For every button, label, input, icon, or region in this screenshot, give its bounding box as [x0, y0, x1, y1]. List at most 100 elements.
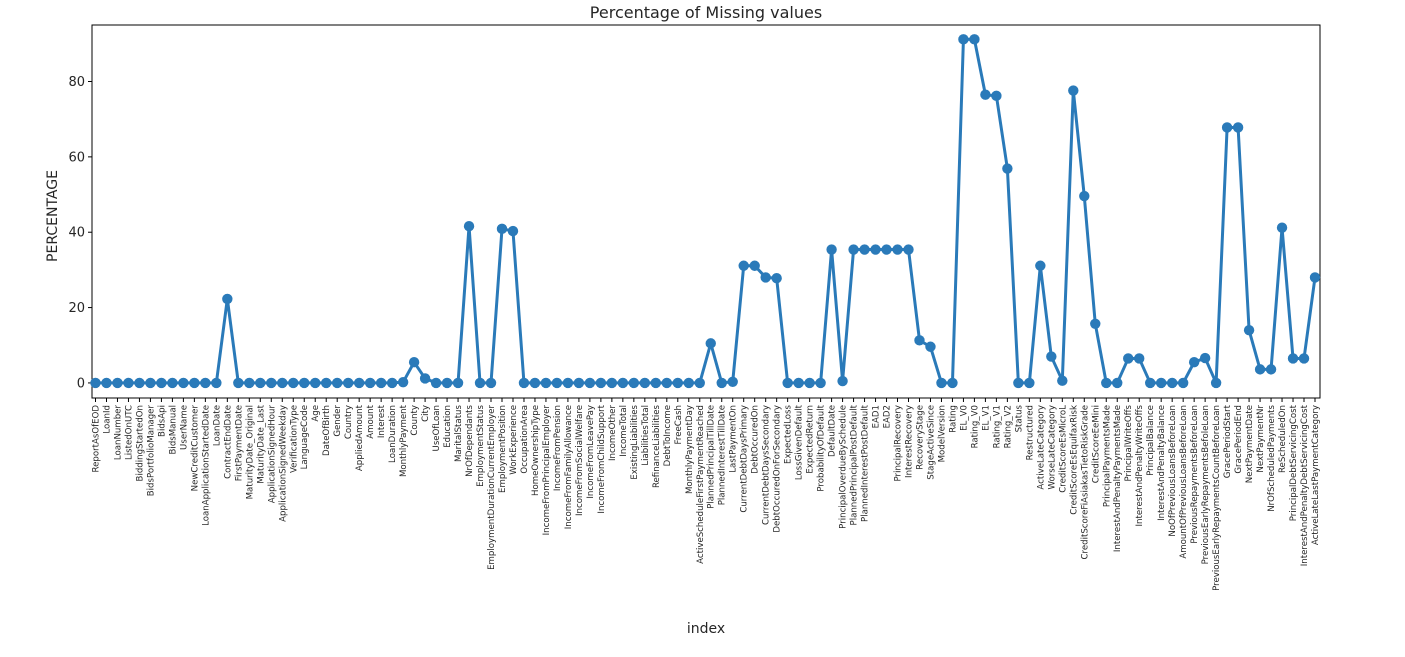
x-tick-label: BidsManual: [168, 405, 178, 454]
x-tick-label: LanguageCode: [300, 405, 310, 469]
data-point: [178, 377, 189, 389]
x-tick-label: PreviousEarlyRepaymentsCountBeforeLoan: [1212, 405, 1222, 591]
x-tick-label: NextPaymentNr: [1256, 405, 1266, 473]
x-tick-label: ExistingLiabilities: [630, 404, 640, 479]
x-tick-label: OccupationArea: [520, 405, 530, 474]
data-point: [584, 377, 596, 389]
x-tick-label: MaturityDate_Original: [245, 405, 255, 499]
x-tick-label: InterestAndPenaltyBalance: [1157, 405, 1167, 521]
data-point: [1079, 190, 1090, 202]
data-point: [1199, 352, 1211, 364]
data-point: [452, 377, 464, 389]
data-point: [1134, 353, 1145, 364]
data-point: [375, 377, 387, 389]
x-tick-label: UserName: [179, 405, 189, 450]
x-tick-label: EmploymentStatus: [476, 404, 486, 486]
x-tick-label: WorkExperience: [509, 405, 519, 475]
x-tick-label: HomeOwnershipType: [531, 405, 541, 496]
x-tick-label: DebtOccuredOn: [751, 405, 761, 474]
data-point: [364, 377, 376, 389]
x-tick-label: IncomeFromSocialWelfare: [575, 405, 585, 516]
x-tick-label: EAD2: [883, 405, 893, 428]
data-point: [650, 377, 662, 389]
data-point: [694, 377, 705, 389]
x-tick-label: RefinanceLiabilities: [652, 404, 662, 488]
x-tick-label: StageActiveSince: [926, 405, 936, 480]
x-tick-label: PreviousRepaymentsBeforeLoan: [1190, 405, 1200, 544]
data-point: [90, 377, 101, 389]
x-tick-label: LoanNumber: [113, 405, 123, 461]
x-tick-label: Rating_V2: [1003, 405, 1013, 448]
data-point: [299, 377, 310, 389]
x-tick-label: PrincipalWriteOffs: [1124, 404, 1134, 481]
data-point: [1068, 85, 1079, 96]
data-point: [518, 377, 530, 389]
data-point: [1013, 377, 1024, 389]
data-point: [112, 377, 123, 389]
x-tick-label: MaritalStatus: [454, 404, 464, 462]
data-point: [947, 377, 958, 389]
data-point: [1166, 377, 1178, 389]
x-tick-label: MaturityDate_Last: [256, 404, 266, 483]
x-tick-label: LiabilitiesTotal: [641, 405, 651, 466]
x-tick-label: InterestAndPenaltyPaymentsMade: [1113, 405, 1123, 552]
data-point: [551, 377, 563, 389]
x-tick-label: Country: [344, 405, 354, 439]
x-axis-label: index: [687, 621, 725, 637]
data-point: [134, 377, 145, 389]
data-point: [639, 377, 651, 389]
x-tick-label: BidsPortfolioManager: [146, 405, 156, 497]
x-tick-label: PlannedInterestTillDate: [718, 405, 728, 505]
data-point: [859, 244, 870, 255]
x-tick-label: IncomeTotal: [619, 405, 629, 457]
x-tick-label: EL_V1: [981, 405, 991, 431]
data-point: [211, 377, 222, 389]
data-point: [1002, 163, 1013, 174]
x-tick-label: PrincipalRecovery: [894, 405, 904, 481]
data-point: [255, 377, 266, 389]
data-point: [1057, 375, 1068, 386]
x-tick-label: BiddingStartedOn: [135, 405, 145, 481]
x-tick-label: VerificationType: [289, 405, 299, 473]
x-tick-label: NrOfDependants: [465, 404, 475, 476]
data-point: [1210, 377, 1222, 389]
data-point: [562, 377, 574, 389]
x-tick-label: PlannedInterestPostDefault: [861, 404, 871, 522]
x-tick-label: ApplicationSignedWeekday: [278, 405, 288, 522]
data-point: [1188, 357, 1200, 368]
data-point: [870, 244, 881, 255]
data-point: [167, 377, 178, 389]
data-point: [683, 377, 694, 389]
x-tick-label: CurrentDebtDaysSecondary: [762, 405, 772, 525]
x-tick-label: ExpectedLoss: [784, 404, 794, 463]
x-tick-label: LastPaymentOn: [729, 405, 739, 473]
x-tick-label: Restructured: [1025, 405, 1035, 460]
x-tick-label: LoanDate: [212, 405, 222, 446]
data-point: [1177, 377, 1189, 389]
data-point: [1276, 222, 1288, 233]
data-point: [288, 377, 299, 389]
data-point: [760, 272, 771, 283]
x-tick-label: City: [421, 405, 431, 422]
y-tick-label: 20: [68, 301, 85, 316]
data-point: [815, 377, 826, 389]
data-point: [936, 377, 947, 389]
x-tick-label: Rating_V0: [970, 405, 980, 448]
data-point: [266, 377, 277, 389]
x-tick-label: NoOfPreviousLoansBeforeLoan: [1168, 405, 1178, 537]
x-tick-label: IncomeFromChildSupport: [597, 404, 607, 513]
data-point: [353, 377, 365, 389]
x-tick-label: CreditScoreEeMini: [1091, 405, 1101, 483]
data-point: [1298, 353, 1310, 364]
data-point: [1309, 272, 1321, 283]
data-point: [1046, 351, 1057, 362]
x-tick-label: GracePeriodEnd: [1234, 405, 1244, 474]
data-point: [672, 377, 683, 389]
data-point: [1112, 377, 1123, 389]
data-point: [145, 377, 156, 389]
data-point: [991, 90, 1002, 102]
plot-frame: [91, 24, 1321, 399]
x-tick-label: ApplicationSignedHour: [267, 405, 277, 504]
data-point: [1243, 324, 1255, 336]
x-tick-label: FreeCash: [674, 405, 684, 444]
